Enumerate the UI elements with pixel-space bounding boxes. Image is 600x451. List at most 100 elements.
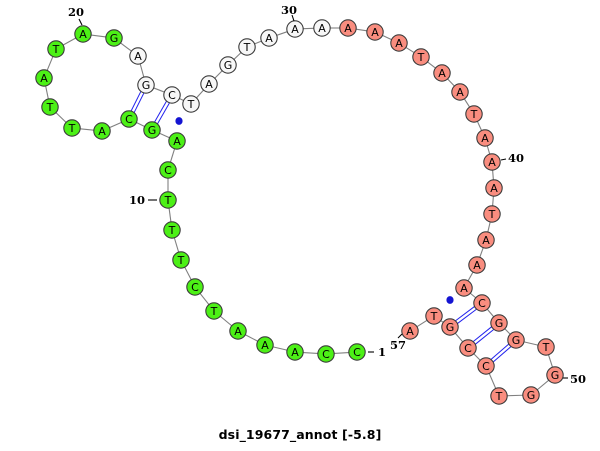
nucleotide-53[interactable]: C [477,357,495,375]
nucleotide-17[interactable]: T [41,98,59,116]
nucleotide-36[interactable]: A [433,64,451,82]
base-pair-line [157,102,170,124]
number-label-57: 57 [390,338,406,352]
nucleotide-29[interactable]: A [260,29,278,47]
nucleotide-40[interactable]: A [483,153,501,171]
nucleotide-11[interactable]: C [159,161,177,179]
nucleotide-9[interactable]: T [163,221,181,239]
backbone-link [184,267,192,280]
nucleotide-letter: T [210,305,218,318]
nucleotide-4[interactable]: A [256,336,274,354]
nucleotide-letter: A [40,72,48,85]
nucleotide-57[interactable]: A [401,322,419,340]
nucleotide-31[interactable]: A [313,19,331,37]
nucleotide-circle [390,34,408,52]
nucleotide-44[interactable]: A [468,256,486,274]
nucleotide-30[interactable]: A [286,20,304,38]
nucleotide-10[interactable]: T [159,191,177,209]
backbone-link [469,292,477,299]
nucleotide-14[interactable]: C [120,110,138,128]
nucleotide-15[interactable]: A [93,122,111,140]
nucleotide-13[interactable]: G [143,121,161,139]
nucleotide-circle [537,338,555,356]
nucleotide-circle [477,357,495,375]
nucleotide-letter: A [205,78,213,91]
nucleotide-2[interactable]: C [317,345,335,363]
nucleotide-letter: T [46,101,54,114]
base-pair-line [490,343,510,360]
nucleotide-21[interactable]: G [105,29,123,47]
nucleotide-22[interactable]: A [129,47,147,65]
nucleotide-circle [35,69,53,87]
nucleotide-letter: T [495,390,503,403]
nucleotide-12[interactable]: A [168,132,186,150]
nucleotide-5[interactable]: A [229,322,247,340]
nucleotide-circle [105,29,123,47]
nucleotide-19[interactable]: T [47,40,65,58]
nucleotide-38[interactable]: T [465,105,483,123]
nucleotide-circle [425,307,443,325]
nucleotide-circle [238,38,256,56]
nucleotide-circle [219,56,237,74]
nucleotide-18[interactable]: A [35,69,53,87]
nucleotide-33[interactable]: A [366,23,384,41]
nucleotide-43[interactable]: A [477,231,495,249]
nucleotide-45[interactable]: A [455,279,473,297]
backbone-link [427,61,436,69]
nucleotide-50[interactable]: G [546,366,564,384]
nucleotide-56[interactable]: T [425,307,443,325]
nucleotide-letter: A [456,86,464,99]
nucleotide-circle [286,20,304,38]
nucleotide-55[interactable]: G [441,318,459,336]
nucleotide-27[interactable]: G [219,56,237,74]
nucleotide-32[interactable]: A [339,19,357,37]
nucleotide-20[interactable]: A [74,25,92,43]
backbone-link [303,351,318,355]
nucleotide-37[interactable]: A [451,83,469,101]
nucleotide-circle [468,256,486,274]
nucleotide-34[interactable]: A [390,34,408,52]
nucleotide-46[interactable]: C [473,294,491,312]
backbone-link [139,63,145,78]
nucleotide-letter: A [488,156,496,169]
nucleotide-24[interactable]: C [163,86,181,104]
nucleotide-letter: G [551,369,560,382]
nucleotide-1[interactable]: C [348,343,366,361]
number-label-20: 20 [68,5,84,19]
nucleotide-3[interactable]: A [286,343,304,361]
nucleotide-circle [159,161,177,179]
nucleotide-7[interactable]: C [186,278,204,296]
nucleotide-letter: C [353,346,361,359]
nucleotide-42[interactable]: T [483,205,501,223]
nucleotide-52[interactable]: T [490,387,508,405]
backbone-link [62,37,77,46]
backbone-link [356,28,367,32]
nucleotide-48[interactable]: G [507,331,525,349]
nucleotide-letter: T [168,224,176,237]
nucleotide-23[interactable]: G [137,76,155,94]
nucleotide-39[interactable]: A [476,129,494,147]
nucleotide-47[interactable]: G [490,314,508,332]
nucleotide-letter: T [52,43,60,56]
nucleotide-circle [260,29,278,47]
nucleotide-25[interactable]: T [182,95,200,113]
nucleotide-letter: A [481,132,489,145]
nucleotide-circle [41,98,59,116]
nucleotide-35[interactable]: T [412,48,430,66]
nucleotide-8[interactable]: T [172,251,190,269]
nucleotide-circle [339,19,357,37]
backbone-link [91,34,106,38]
backbone-link [179,98,184,101]
nucleotide-6[interactable]: T [205,302,223,320]
nucleotide-26[interactable]: A [200,75,218,93]
nucleotide-49[interactable]: T [537,338,555,356]
nucleotide-51[interactable]: G [522,386,540,404]
nucleotide-16[interactable]: T [63,119,81,137]
nucleotide-54[interactable]: C [459,339,477,357]
number-tick [397,333,403,339]
nucleotide-41[interactable]: A [485,179,503,197]
nucleotide-letter: C [191,281,199,294]
backbone-link [454,332,464,343]
nucleotide-28[interactable]: T [238,38,256,56]
nucleotide-circle [200,75,218,93]
